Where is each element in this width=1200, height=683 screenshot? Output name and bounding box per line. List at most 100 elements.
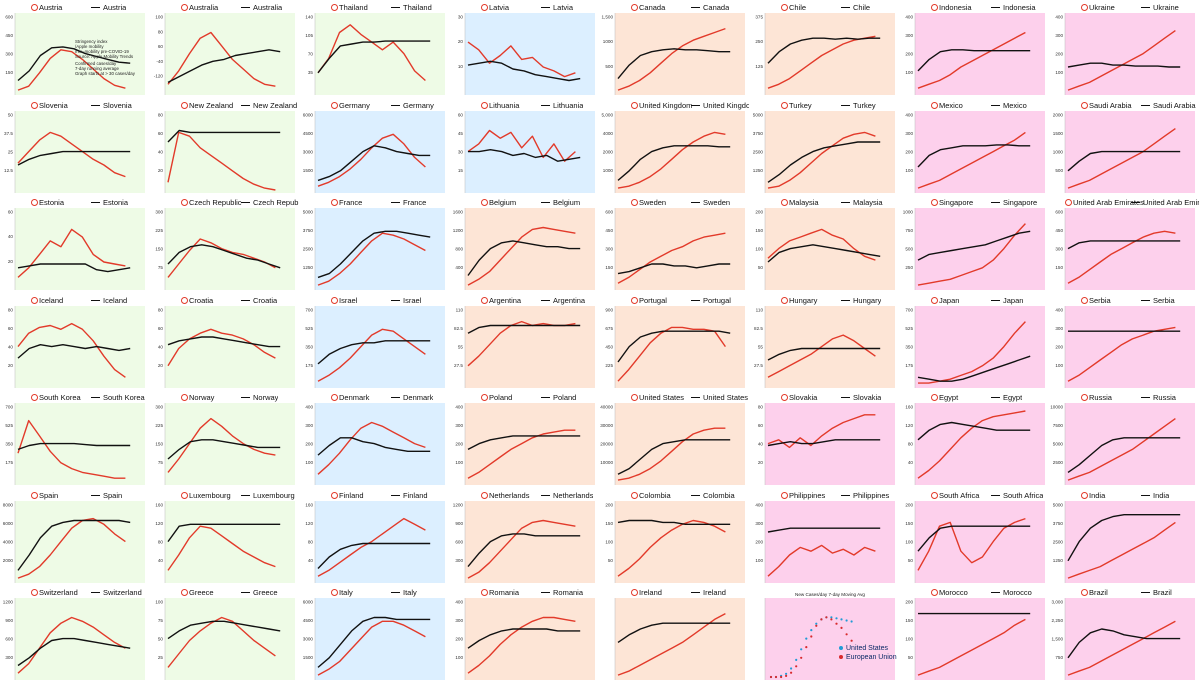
legend-mobility-label: Japan xyxy=(1003,295,1024,305)
legend-mobility-marker xyxy=(691,202,700,203)
chart-legend: Egypt Egypt xyxy=(901,392,1049,403)
chart-svg: 50 37.5 25 12.5 xyxy=(4,110,145,193)
legend-mobility-marker xyxy=(91,104,100,106)
y-tick-label: 100 xyxy=(905,637,913,642)
legend-cases-label: Croatia xyxy=(189,295,214,305)
y-tick-label: 2500 xyxy=(753,149,764,154)
mobility-line-indonesia xyxy=(917,49,1031,72)
plot-background xyxy=(915,403,1045,485)
chart-svg: 400 300 200 100 xyxy=(755,500,895,583)
chart-panel-saudi-arabia: 2000 1500 1000 500 Saudi Arabia Saudi Arabia xyxy=(1051,99,1199,196)
chart-panel-russia: 10000 7500 5000 2500 Russia Russia xyxy=(1050,391,1199,488)
legend-cases-marker xyxy=(931,199,938,206)
legend-cases-marker xyxy=(931,296,938,304)
chart-svg: 10000 7500 5000 2500 xyxy=(1050,403,1195,485)
mobility-line-finland xyxy=(317,542,431,569)
y-tick-label: 60 xyxy=(8,326,14,331)
data-point-united-states xyxy=(845,619,848,622)
mobility-line-denmark xyxy=(317,437,431,456)
plot-background xyxy=(615,208,745,290)
chart-svg: 140 105 70 35 xyxy=(305,13,445,95)
legend-cases-marker xyxy=(181,394,188,401)
chart-legend: Sweden Sweden xyxy=(601,197,749,208)
y-tick-label: 100 xyxy=(755,558,763,563)
cases-line-united-states xyxy=(617,427,726,481)
y-tick-label: 1250 xyxy=(303,265,314,270)
chart-panel-estonia: 60 40 20 Estonia Estonia xyxy=(1,196,149,293)
legend-mobility-label: Lithuania xyxy=(553,100,584,110)
mobility-line-netherlands xyxy=(467,532,581,567)
chart-svg: 8000 6000 4000 2000 xyxy=(3,500,145,583)
legend-cases-marker xyxy=(931,4,938,11)
legend-mobility-marker xyxy=(391,7,400,8)
cases-line-norway xyxy=(167,417,276,473)
chart-panel-new-zealand: 80 60 40 20 New Zealand New Zealand xyxy=(151,99,299,196)
cases-line-turkey xyxy=(767,131,876,189)
data-point-european-union xyxy=(785,674,788,677)
chart-svg: 80 60 40 20 xyxy=(8,305,145,388)
legend-mobility-label: Turkey xyxy=(853,100,876,110)
legend-mobility-label: United States xyxy=(703,393,749,402)
y-tick-label: 225 xyxy=(155,228,163,233)
y-tick-label: 200 xyxy=(755,210,763,215)
legend-mobility-marker xyxy=(691,397,700,398)
chart-svg: 400 300 200 100 xyxy=(1055,13,1195,95)
plot-background xyxy=(465,13,595,95)
legend-mobility-label: Ireland xyxy=(703,588,726,597)
legend-mobility-label: Colombia xyxy=(703,490,735,500)
legend-cases-marker xyxy=(331,589,338,596)
y-tick-label: 350 xyxy=(305,344,313,349)
legend-mobility-marker xyxy=(391,494,400,496)
legend-mobility-marker xyxy=(841,104,850,106)
data-point-european-union xyxy=(820,618,823,621)
legend-cases-marker xyxy=(631,101,638,109)
y-tick-label: 450 xyxy=(605,228,613,233)
y-tick-label: 200 xyxy=(1055,52,1063,57)
y-tick-label: -40 xyxy=(156,59,163,64)
chart-svg xyxy=(614,598,745,680)
legend-mobility-label: Philippines xyxy=(853,490,890,500)
legend-cases-marker xyxy=(631,491,638,499)
y-tick-label: 75 xyxy=(158,265,164,270)
y-tick-label: 50 xyxy=(608,558,614,563)
y-tick-label: 10000 xyxy=(1050,405,1063,410)
y-tick-label: 300 xyxy=(455,423,463,428)
legend-mobility-label: Serbia xyxy=(1153,295,1175,305)
legend-cases-label: Argentina xyxy=(489,295,522,305)
y-tick-label: 1,500 xyxy=(602,15,614,20)
y-tick-label: 1,500 xyxy=(1052,637,1064,642)
plot-background xyxy=(315,598,445,680)
plot-background xyxy=(1065,403,1195,485)
mobility-line-south-korea xyxy=(17,442,131,451)
legend-mobility-label: Slovakia xyxy=(853,393,882,402)
y-tick-label: 450 xyxy=(605,344,613,349)
chart-note: Confirmed cases/day xyxy=(75,61,117,66)
legend-cases-marker xyxy=(931,589,938,596)
y-tick-label: 1000 xyxy=(603,39,614,44)
legend-mobility-marker xyxy=(541,299,550,301)
cases-line-portugal xyxy=(617,326,726,382)
legend-mobility-marker xyxy=(91,299,100,301)
legend-cases-marker xyxy=(331,491,338,499)
chart-legend: Iceland Iceland xyxy=(1,295,149,306)
y-tick-label: 20 xyxy=(158,363,164,368)
legend-cases-marker xyxy=(181,199,188,206)
legend-cases-marker xyxy=(1081,394,1088,401)
y-tick-label: 3750 xyxy=(303,228,314,233)
legend-cases-label: New Zealand xyxy=(189,100,234,110)
legend-cases-label: Canada xyxy=(639,3,666,12)
y-tick-label: 700 xyxy=(305,307,313,312)
y-tick-label: 70 xyxy=(308,52,314,57)
data-point-united-states xyxy=(790,667,793,670)
data-point-united-states xyxy=(835,617,838,620)
legend-mobility-label: Romania xyxy=(553,588,584,597)
plot-background xyxy=(165,13,295,95)
chart-panel-chile: 375 250 125 Chile Chile xyxy=(751,1,899,98)
chart-panel-israel: 700 525 350 175 Israel Israel xyxy=(301,294,449,391)
mobility-line-latvia xyxy=(467,60,581,82)
y-tick-label: 30 xyxy=(458,149,464,154)
y-tick-label: 40 xyxy=(158,344,164,349)
legend-mobility-marker xyxy=(841,397,850,398)
legend-mobility-label: Germany xyxy=(403,100,434,110)
